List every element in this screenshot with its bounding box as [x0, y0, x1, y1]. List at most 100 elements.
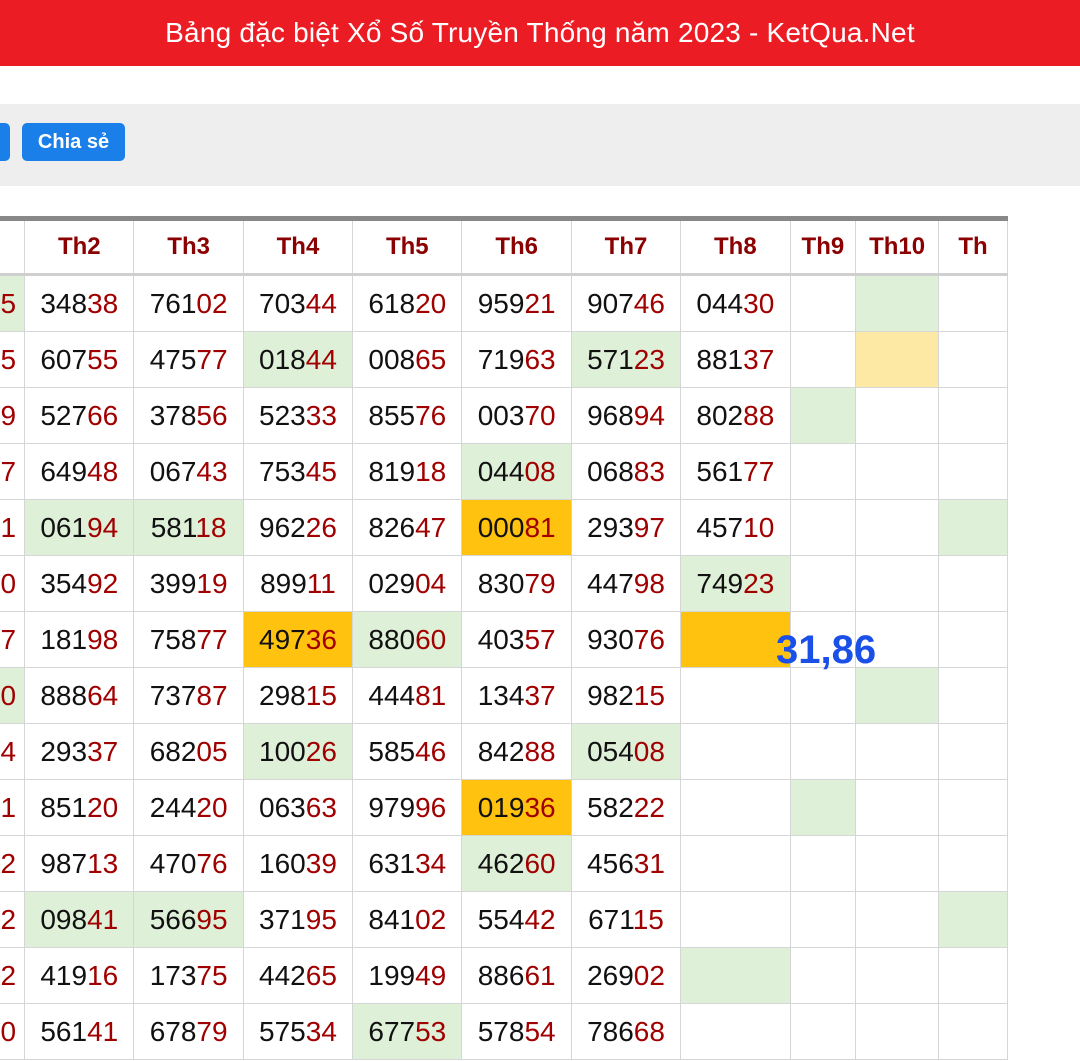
cell-prefix: 585 [368, 735, 416, 767]
table-cell: 14 [0, 723, 26, 780]
table-cell: 19949 [352, 947, 463, 1004]
cell-prefix: 962 [259, 511, 306, 543]
table-cell [855, 499, 939, 556]
table-cell [789, 499, 857, 556]
table-cell: 00081 [461, 499, 572, 556]
column-header-2[interactable]: Th3 [133, 218, 244, 276]
cell-last-two-digits: 33 [305, 399, 337, 431]
cell-prefix: 442 [259, 959, 306, 991]
cell-last-two-digits: 66 [87, 399, 119, 431]
column-header-8[interactable]: Th9 [789, 218, 857, 276]
results-table-wrap: 1Th2Th3Th4Th5Th6Th7Th8Th9Th10Th 05348387… [0, 216, 1080, 1061]
column-header-7[interactable]: Th8 [680, 218, 791, 276]
cell-last-two-digits: 02 [415, 903, 447, 935]
table-cell [680, 1003, 791, 1060]
table-cell [855, 947, 939, 1004]
cell-last-two-digits: 26 [305, 511, 337, 543]
share-button[interactable]: Chia sẻ [22, 123, 125, 161]
table-cell: 58222 [570, 779, 682, 836]
cell-prefix: 054 [587, 735, 634, 767]
cell-last-two-digits: 77 [196, 623, 228, 655]
cell-last-two-digits: 83 [633, 455, 665, 487]
table-cell: 60755 [24, 331, 135, 388]
cell-last-two-digits: 02 [633, 959, 665, 991]
cell-last-two-digits: 45 [305, 455, 337, 487]
cell-prefix: 841 [368, 903, 416, 935]
cell-prefix: 982 [587, 679, 634, 711]
table-cell: 37856 [133, 387, 244, 444]
table-cell: 16039 [242, 835, 354, 892]
cell-prefix: 029 [368, 567, 416, 599]
table-cell: 93076 [570, 611, 682, 668]
cell-prefix: 907 [587, 287, 634, 319]
cell-prefix: 462 [477, 847, 525, 879]
column-header-6[interactable]: Th7 [570, 218, 682, 276]
table-cell [937, 667, 1009, 724]
table-cell [789, 1003, 857, 1060]
cell-last-two-digits: 49 [0, 399, 17, 431]
column-header-4[interactable]: Th5 [352, 218, 463, 276]
table-cell [680, 835, 791, 892]
cell-last-two-digits: 22 [633, 791, 665, 823]
table-cell [855, 667, 939, 724]
cell-prefix: 842 [477, 735, 525, 767]
cell-prefix: 419 [40, 959, 88, 991]
cell-last-two-digits: 53 [415, 1015, 447, 1047]
table-cell: 67879 [133, 1003, 244, 1060]
cell-last-two-digits: 88 [743, 399, 775, 431]
table-cell: 67115 [570, 891, 682, 948]
cell-prefix: 244 [149, 791, 197, 823]
table-cell: 29815 [242, 667, 354, 724]
cell-last-two-digits: 94 [87, 511, 119, 543]
table-row: 9106194581189622682647000812939745710 [0, 499, 1009, 556]
table-cell: 39919 [133, 555, 244, 612]
cell-last-two-digits: 47 [415, 511, 447, 543]
cell-last-two-digits: 46 [633, 287, 665, 319]
cell-prefix: 475 [149, 343, 197, 375]
table-cell: 44481 [352, 667, 463, 724]
table-cell: 84288 [461, 723, 572, 780]
table-cell [680, 611, 791, 668]
table-cell [789, 891, 857, 948]
toolbar-button-partial[interactable] [0, 123, 10, 161]
cell-prefix: 886 [477, 959, 525, 991]
cell-prefix: 830 [477, 567, 525, 599]
table-cell [937, 611, 1009, 668]
cell-prefix: 677 [368, 1015, 416, 1047]
table-cell: 52333 [242, 387, 354, 444]
cell-last-two-digits: 65 [305, 959, 337, 991]
table-cell: 40357 [461, 611, 572, 668]
table-cell: 62 [0, 947, 26, 1004]
table-cell: 40 [0, 1003, 26, 1060]
table-cell: 81918 [352, 443, 463, 500]
table-cell: 06194 [24, 499, 135, 556]
cell-prefix: 561 [696, 455, 744, 487]
table-row: 97181987587749736880604035793076 [0, 611, 1009, 668]
table-cell [680, 723, 791, 780]
cell-last-two-digits: 40 [0, 679, 17, 711]
column-header-1[interactable]: Th2 [24, 218, 135, 276]
cell-last-two-digits: 39 [305, 847, 337, 879]
cell-last-two-digits: 18 [195, 511, 227, 543]
table-cell: 97996 [352, 779, 463, 836]
cell-last-two-digits: 96 [415, 791, 447, 823]
table-cell [855, 387, 939, 444]
cell-prefix: 575 [259, 1015, 306, 1047]
cell-last-two-digits: 05 [196, 735, 228, 767]
column-header-9[interactable]: Th10 [855, 218, 939, 276]
column-header-3[interactable]: Th4 [242, 218, 354, 276]
table-body: 0534838761027034461820959219074604430 65 6… [0, 274, 1009, 1060]
table-cell: 55442 [461, 891, 572, 948]
table-cell: 01936 [461, 779, 572, 836]
cell-prefix: 447 [587, 567, 634, 599]
cell-last-two-digits: 79 [524, 567, 556, 599]
column-header-10[interactable]: Th [937, 218, 1009, 276]
table-cell: 40 [0, 667, 26, 724]
column-header-5[interactable]: Th6 [461, 218, 572, 276]
cell-last-two-digits: 61 [524, 959, 556, 991]
column-header-0[interactable]: 1 [0, 218, 26, 276]
table-row: 0534838761027034461820959219074604430 [0, 274, 1009, 332]
table-cell: 67753 [352, 1003, 463, 1060]
cell-prefix: 000 [477, 511, 525, 543]
table-cell [937, 331, 1009, 388]
